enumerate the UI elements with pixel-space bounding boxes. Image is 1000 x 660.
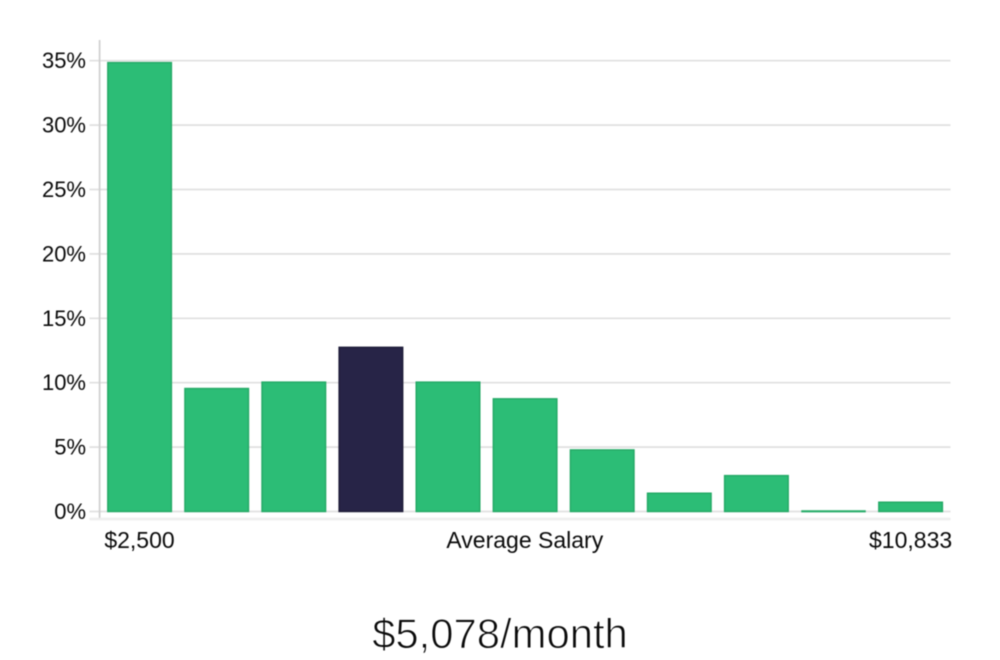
svg-text:25%: 25% [42, 177, 86, 202]
svg-text:10%: 10% [42, 370, 86, 395]
svg-text:0%: 0% [54, 499, 86, 524]
svg-text:Average Salary: Average Salary [446, 527, 603, 553]
svg-text:$10,833: $10,833 [869, 527, 952, 553]
svg-text:20%: 20% [42, 241, 86, 266]
svg-text:30%: 30% [42, 113, 86, 138]
svg-text:5%: 5% [54, 435, 86, 460]
svg-text:$2,500: $2,500 [104, 527, 174, 553]
svg-text:35%: 35% [42, 48, 86, 73]
svg-text:15%: 15% [42, 306, 86, 331]
svg-text:$5,078/month: $5,078/month [372, 610, 628, 657]
